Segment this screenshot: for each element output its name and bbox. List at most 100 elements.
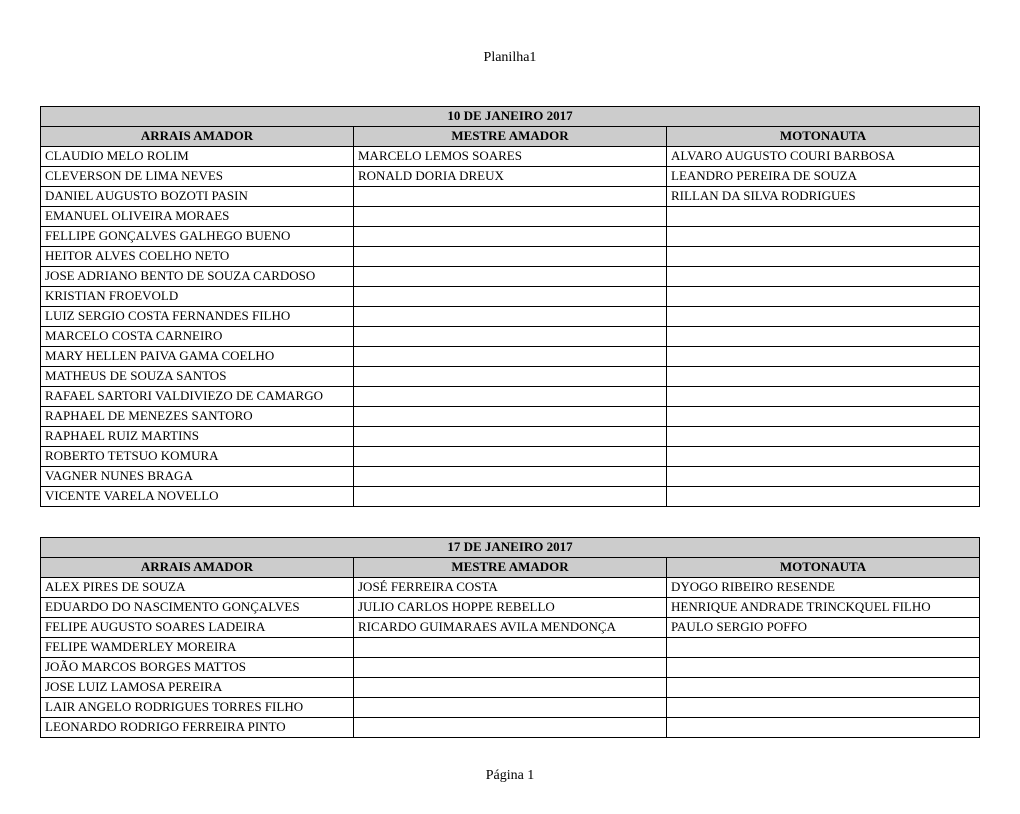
cell: RILLAN DA SILVA RODRIGUES [667, 187, 980, 207]
table-row: MARY HELLEN PAIVA GAMA COELHO [41, 347, 980, 367]
cell [667, 247, 980, 267]
cell: ALVARO AUGUSTO COURI BARBOSA [667, 147, 980, 167]
table-row: JOSE ADRIANO BENTO DE SOUZA CARDOSO [41, 267, 980, 287]
table-row: HEITOR ALVES COELHO NETO [41, 247, 980, 267]
cell [667, 327, 980, 347]
cell: DANIEL AUGUSTO BOZOTI PASIN [41, 187, 354, 207]
table-row: DANIEL AUGUSTO BOZOTI PASIN RILLAN DA SIL… [41, 187, 980, 207]
cell: ROBERTO TETSUO KOMURA [41, 447, 354, 467]
table-row: VICENTE VARELA NOVELLO [41, 487, 980, 507]
cell: VICENTE VARELA NOVELLO [41, 487, 354, 507]
col-header-motonauta: MOTONAUTA [667, 558, 980, 578]
table-row: MATHEUS DE SOUZA SANTOS [41, 367, 980, 387]
table-row: VAGNER NUNES BRAGA [41, 467, 980, 487]
cell [667, 427, 980, 447]
schedule-table-2: 17 DE JANEIRO 2017 ARRAIS AMADOR MESTRE … [40, 537, 980, 738]
cell: MARCELO LEMOS SOARES [354, 147, 667, 167]
cell [354, 467, 667, 487]
cell: HEITOR ALVES COELHO NETO [41, 247, 354, 267]
cell [354, 678, 667, 698]
date-header: 17 DE JANEIRO 2017 [41, 538, 980, 558]
cell: RICARDO GUIMARAES AVILA MENDONÇA [354, 618, 667, 638]
cell [354, 207, 667, 227]
table-row: RAPHAEL DE MENEZES SANTORO [41, 407, 980, 427]
cell: LEANDRO PEREIRA DE SOUZA [667, 167, 980, 187]
col-header-arrais: ARRAIS AMADOR [41, 558, 354, 578]
cell [354, 307, 667, 327]
cell [667, 267, 980, 287]
table-row: CLEVERSON DE LIMA NEVESRONALD DORIA DREU… [41, 167, 980, 187]
cell [354, 347, 667, 367]
col-header-mestre: MESTRE AMADOR [354, 127, 667, 147]
cell [667, 447, 980, 467]
cell [667, 638, 980, 658]
cell [354, 407, 667, 427]
date-header: 10 DE JANEIRO 2017 [41, 107, 980, 127]
page-footer: Página 1 [40, 768, 980, 784]
table-row: FELLIPE GONÇALVES GALHEGO BUENO [41, 227, 980, 247]
schedule-table-1: 10 DE JANEIRO 2017 ARRAIS AMADOR MESTRE … [40, 106, 980, 507]
col-header-motonauta: MOTONAUTA [667, 127, 980, 147]
cell [667, 387, 980, 407]
cell: CLAUDIO MELO ROLIM [41, 147, 354, 167]
cell: JOSE ADRIANO BENTO DE SOUZA CARDOSO [41, 267, 354, 287]
table-row: RAFAEL SARTORI VALDIVIEZO DE CAMARGO [41, 387, 980, 407]
cell: MARY HELLEN PAIVA GAMA COELHO [41, 347, 354, 367]
cell: JULIO CARLOS HOPPE REBELLO [354, 598, 667, 618]
cell [667, 307, 980, 327]
cell [667, 487, 980, 507]
table-row: LUIZ SERGIO COSTA FERNANDES FILHO [41, 307, 980, 327]
cell: LUIZ SERGIO COSTA FERNANDES FILHO [41, 307, 354, 327]
cell: RAPHAEL RUIZ MARTINS [41, 427, 354, 447]
cell [667, 467, 980, 487]
cell [667, 207, 980, 227]
sheet-title: Planilha1 [40, 50, 980, 66]
cell [667, 287, 980, 307]
cell: RAFAEL SARTORI VALDIVIEZO DE CAMARGO [41, 387, 354, 407]
cell [354, 227, 667, 247]
document-page: Planilha1 10 DE JANEIRO 2017 ARRAIS AMAD… [0, 0, 1020, 814]
col-header-arrais: ARRAIS AMADOR [41, 127, 354, 147]
cell [667, 658, 980, 678]
cell: RONALD DORIA DREUX [354, 167, 667, 187]
cell [354, 387, 667, 407]
cell [354, 638, 667, 658]
cell [354, 327, 667, 347]
table-row: FELIPE WAMDERLEY MOREIRA [41, 638, 980, 658]
cell: LAIR ANGELO RODRIGUES TORRES FILHO [41, 698, 354, 718]
cell [667, 718, 980, 738]
cell [354, 718, 667, 738]
cell [354, 247, 667, 267]
cell: DYOGO RIBEIRO RESENDE [667, 578, 980, 598]
cell: FELIPE WAMDERLEY MOREIRA [41, 638, 354, 658]
table-row: KRISTIAN FROEVOLD [41, 287, 980, 307]
cell [354, 287, 667, 307]
cell [354, 187, 667, 207]
cell: MARCELO COSTA CARNEIRO [41, 327, 354, 347]
cell: VAGNER NUNES BRAGA [41, 467, 354, 487]
col-header-mestre: MESTRE AMADOR [354, 558, 667, 578]
cell [667, 347, 980, 367]
cell [354, 427, 667, 447]
table-row: EMANUEL OLIVEIRA MORAES [41, 207, 980, 227]
cell: JOSÉ FERREIRA COSTA [354, 578, 667, 598]
table-row: EDUARDO DO NASCIMENTO GONÇALVESJULIO CAR… [41, 598, 980, 618]
cell [354, 447, 667, 467]
cell: KRISTIAN FROEVOLD [41, 287, 354, 307]
cell: FELLIPE GONÇALVES GALHEGO BUENO [41, 227, 354, 247]
cell: CLEVERSON DE LIMA NEVES [41, 167, 354, 187]
cell: ALEX PIRES DE SOUZA [41, 578, 354, 598]
cell [354, 367, 667, 387]
cell [667, 407, 980, 427]
cell [354, 698, 667, 718]
cell [354, 487, 667, 507]
cell: EMANUEL OLIVEIRA MORAES [41, 207, 354, 227]
cell: LEONARDO RODRIGO FERREIRA PINTO [41, 718, 354, 738]
cell [354, 267, 667, 287]
cell [667, 678, 980, 698]
cell: JOSE LUIZ LAMOSA PEREIRA [41, 678, 354, 698]
cell: MATHEUS DE SOUZA SANTOS [41, 367, 354, 387]
table-row: JOSE LUIZ LAMOSA PEREIRA [41, 678, 980, 698]
cell: JOÃO MARCOS BORGES MATTOS [41, 658, 354, 678]
table-row: FELIPE AUGUSTO SOARES LADEIRARICARDO GUI… [41, 618, 980, 638]
